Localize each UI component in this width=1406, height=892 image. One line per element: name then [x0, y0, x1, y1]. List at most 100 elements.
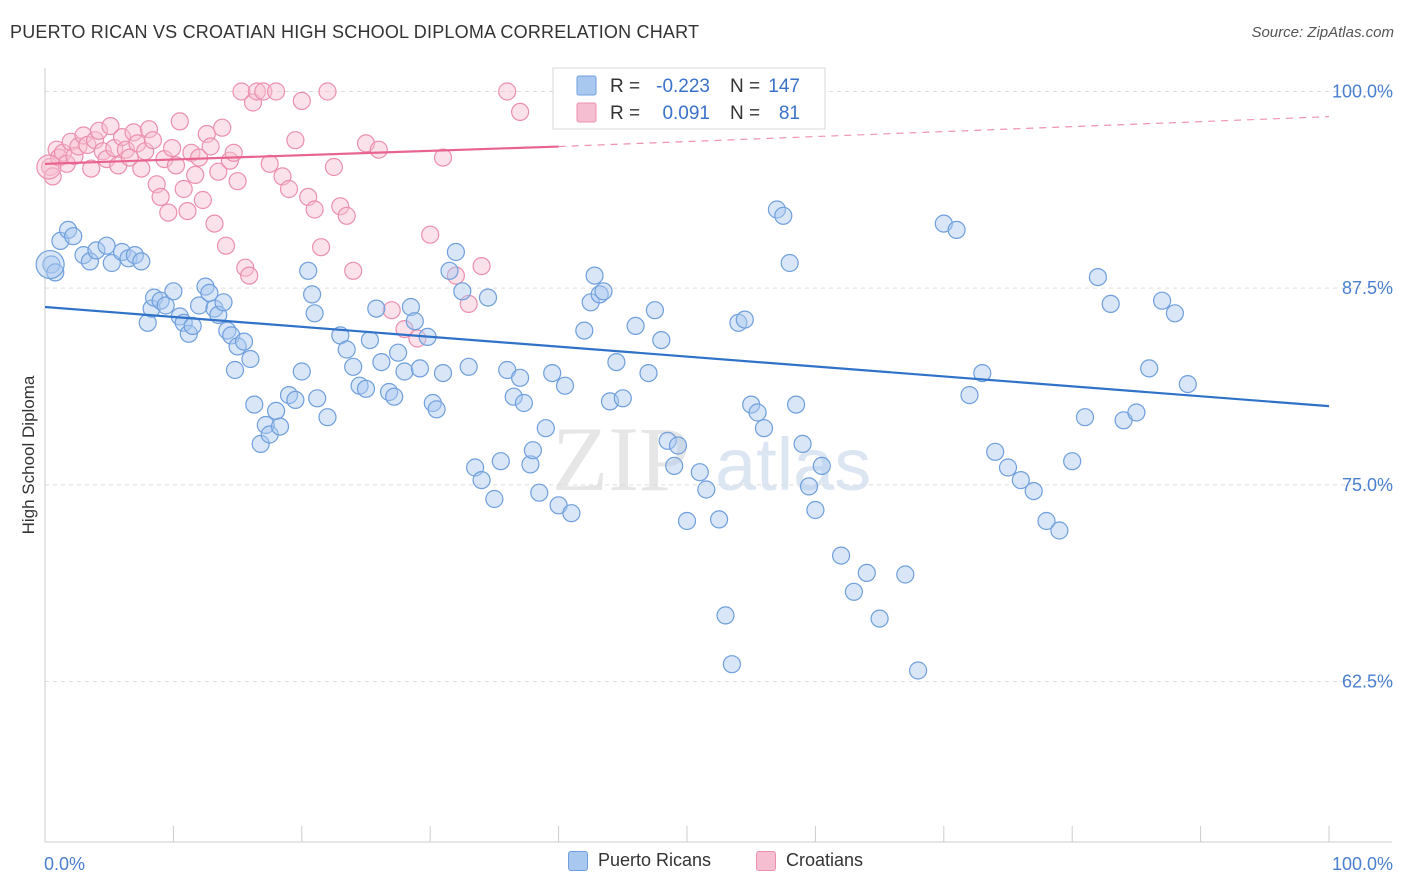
puerto-rican-point-129 — [908, 661, 928, 680]
croatian-point-52 — [240, 266, 259, 285]
puerto-rican-point-81 — [514, 393, 534, 413]
croatian-points — [36, 82, 530, 348]
croatian-point-34 — [170, 112, 189, 131]
puerto-rican-point-45 — [299, 261, 318, 280]
puerto-rican-point-148 — [1165, 304, 1185, 323]
y-tick-label-3: 62.5% — [1342, 672, 1393, 692]
puerto-rican-point-123 — [812, 456, 831, 475]
puerto-rican-point-131 — [947, 220, 966, 239]
puerto-rican-point-128 — [896, 565, 915, 584]
series-legend: Puerto Ricans Croatians — [0, 850, 1406, 880]
croatian-point-22 — [124, 123, 143, 142]
croatian-point-54 — [247, 82, 266, 101]
puerto-rican-point-79 — [504, 387, 523, 406]
puerto-rican-point-88 — [555, 376, 575, 395]
puerto-rican-point-41 — [270, 417, 290, 436]
puerto-rican-point-71 — [453, 282, 472, 301]
puerto-rican-point-101 — [652, 331, 671, 350]
puerto-rican-point-100 — [645, 301, 665, 320]
croatian-point-35 — [174, 179, 193, 199]
croatian-point-50 — [232, 82, 251, 101]
axes — [44, 68, 1392, 843]
puerto-rican-point-94 — [594, 282, 613, 301]
puerto-rican-point-109 — [716, 606, 735, 625]
stats-legend-box — [552, 67, 826, 130]
croatian-point-27 — [143, 131, 162, 150]
puerto-rican-point-46 — [303, 285, 322, 304]
puerto-rican-point-18 — [156, 296, 175, 315]
puerto-rican-point-105 — [677, 511, 697, 531]
chart-title: PUERTO RICAN VS CROATIAN HIGH SCHOOL DIP… — [10, 22, 700, 42]
legend-r-label-blue: R = — [610, 76, 640, 97]
puerto-rican-point-69 — [440, 261, 459, 280]
y-tick-labels: 100.0% 87.5% 75.0% 62.5% — [1332, 81, 1393, 691]
croatian-point-79 — [472, 257, 491, 276]
puerto-rican-point-138 — [1037, 511, 1056, 531]
puerto-rican-point-76 — [485, 489, 504, 509]
legend-swatch-croatians — [756, 850, 776, 871]
croatian-point-42 — [201, 137, 220, 156]
croatian-point-63 — [305, 200, 324, 219]
stats-legend: R = -0.223 N = 147 R = 0.091 N = 81 — [552, 67, 826, 130]
puerto-rican-point-149 — [1178, 375, 1197, 394]
puerto-rican-point-82 — [521, 455, 540, 474]
legend-n-label-blue: N = — [730, 76, 760, 97]
puerto-rican-point-7 — [87, 241, 106, 260]
croatian-point-7 — [65, 146, 84, 166]
croatian-trend-line-extension — [558, 116, 1330, 148]
puerto-rican-point-107 — [697, 480, 716, 499]
puerto-rican-point-75 — [478, 288, 498, 307]
puerto-rican-point-32 — [225, 360, 245, 380]
puerto-rican-point-102 — [658, 431, 677, 450]
legend-r-label-pink: R = — [610, 103, 640, 124]
puerto-rican-point-139 — [1050, 521, 1069, 540]
puerto-rican-point-118 — [780, 253, 799, 273]
puerto-rican-point-61 — [395, 362, 414, 381]
puerto-rican-point-34 — [234, 332, 254, 351]
puerto-rican-point-52 — [344, 357, 363, 376]
legend-swatch-puerto-ricans — [568, 850, 588, 871]
puerto-rican-point-36 — [245, 395, 264, 414]
croatian-point-71 — [369, 140, 388, 159]
croatian-point-1 — [43, 167, 62, 186]
puerto-rican-point-13 — [132, 252, 151, 271]
croatian-point-64 — [312, 238, 331, 257]
puerto-rican-point-38 — [256, 415, 275, 435]
croatian-point-69 — [344, 261, 363, 280]
puerto-rican-point-83 — [523, 441, 543, 460]
puerto-rican-point-112 — [735, 310, 754, 329]
puerto-rican-point-57 — [372, 353, 391, 372]
puerto-rican-point-122 — [806, 500, 825, 520]
puerto-rican-point-136 — [1011, 471, 1030, 490]
puerto-rican-point-143 — [1101, 294, 1120, 313]
puerto-rican-point-84 — [530, 483, 549, 502]
puerto-rican-point-121 — [799, 477, 819, 496]
puerto-rican-point-6 — [80, 252, 100, 271]
puerto-rican-point-51 — [337, 340, 356, 359]
croatian-point-8 — [69, 137, 88, 156]
puerto-rican-point-145 — [1127, 403, 1146, 422]
puerto-rican-point-29 — [214, 293, 233, 312]
puerto-rican-point-80 — [510, 368, 530, 387]
puerto-rican-point-72 — [459, 357, 478, 376]
puerto-rican-point-114 — [748, 403, 767, 422]
puerto-rican-point-40 — [267, 401, 286, 420]
puerto-rican-point-132 — [960, 386, 979, 405]
puerto-rican-point-142 — [1088, 268, 1108, 287]
y-tick-label-1: 87.5% — [1342, 278, 1393, 298]
legend-n-label-pink: N = — [730, 103, 760, 124]
puerto-rican-point-4 — [64, 227, 83, 246]
croatian-point-43 — [205, 214, 224, 233]
puerto-rican-point-47 — [305, 304, 324, 323]
legend-n-value-blue: 147 — [768, 76, 800, 97]
croatian-point-36 — [178, 202, 197, 221]
puerto-rican-point-62 — [401, 297, 420, 317]
puerto-rican-point-120 — [793, 434, 812, 453]
puerto-rican-point-48 — [308, 389, 327, 408]
puerto-rican-point-55 — [360, 331, 379, 350]
croatian-point-75 — [421, 225, 440, 244]
croatian-point-65 — [318, 82, 337, 101]
croatian-point-46 — [216, 236, 236, 255]
puerto-rican-point-85 — [536, 419, 555, 438]
